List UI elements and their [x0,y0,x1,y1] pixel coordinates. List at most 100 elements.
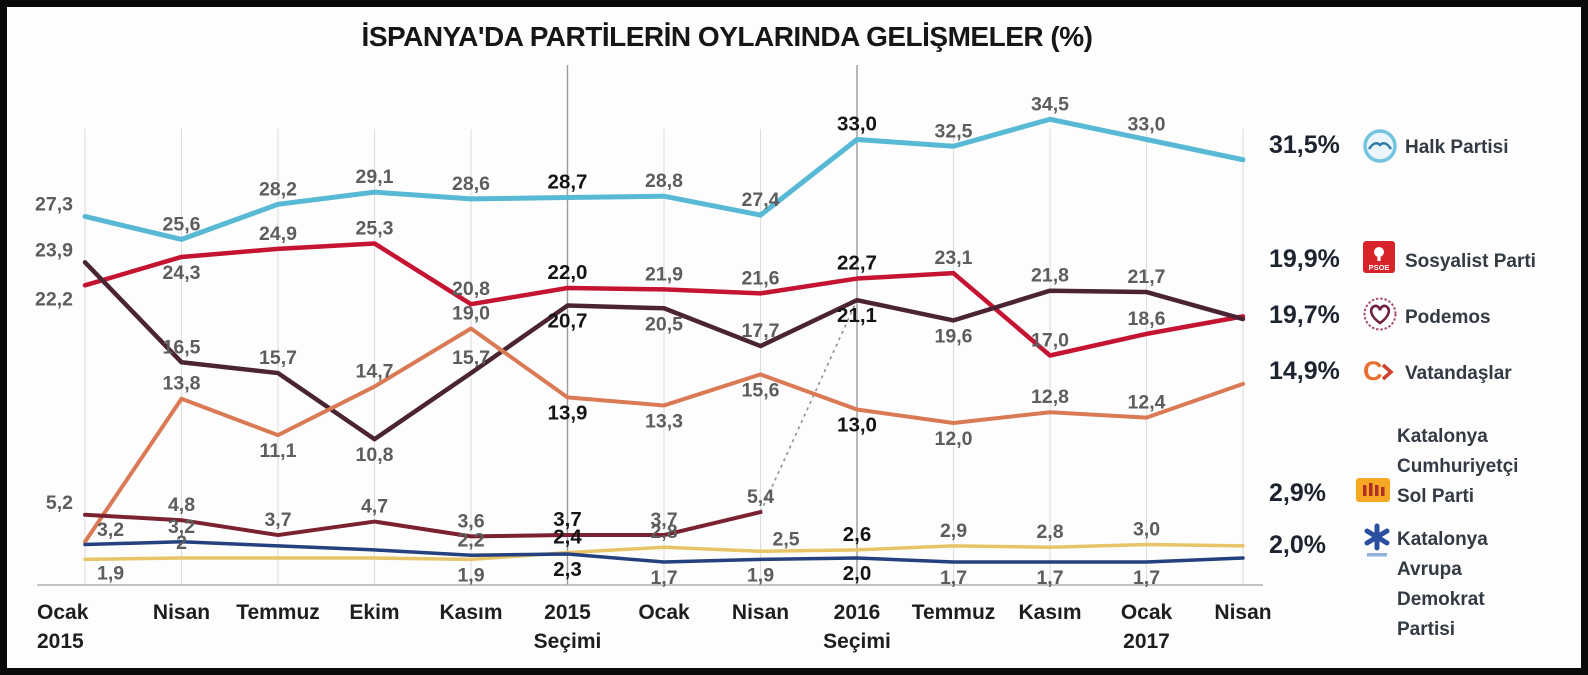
data-label-katalonya-cumhuriyetci-sol: 1,9 [97,562,124,584]
data-label-vatandaslar: 12,4 [1128,392,1166,414]
x-axis-label: Ocak [1121,601,1173,624]
data-label-sosyalist-parti: 17,0 [1031,330,1069,352]
legend-pct-katalonya-cumhuriyetci-sol: 2,9% [1269,479,1326,507]
x-axis-label: Nisan [153,601,210,624]
svg-text:C: C [1363,356,1383,386]
x-axis-label: Seçimi [534,630,602,653]
data-label-halk-partisi: 29,1 [356,166,394,188]
series-line-halk-partisi [82,116,1246,242]
x-axis-label: Ocak [37,601,89,624]
data-label-halk-partisi: 28,8 [645,170,683,192]
chart-canvas: 27,3 25,6 28,2 29,1 28,6 28,7 28,8 27,4 33,0 32,5… [35,65,1272,653]
data-label-podemos: 15,7 [452,347,490,369]
data-label-vatandaslar: 13,8 [163,373,201,395]
legend-name-halk-partisi: Halk Partisi [1405,137,1509,158]
data-label-halk-partisi: 28,7 [548,171,588,194]
data-label-podemos: 20,7 [548,310,588,333]
data-label-halk-partisi: 32,5 [935,120,973,142]
data-label-vatandaslar: 12,0 [935,428,973,450]
data-label-sosyalist-parti: 23,1 [935,247,973,269]
data-label-halk-partisi: 28,6 [452,173,490,195]
data-label-sosyalist-parti: 18,6 [1128,308,1166,330]
data-label-birlesik-sol: 5,2 [46,492,73,514]
series-line-podemos [82,260,1246,442]
x-axis-label: Ocak [638,601,690,624]
data-label-birlesik-sol: 5,4 [747,486,774,508]
data-label-halk-partisi: 34,5 [1031,93,1069,115]
x-axis-label: 2016 [834,601,881,624]
data-label-sosyalist-parti: 22,7 [837,252,877,275]
series-line-sosyalist-parti [82,241,1246,358]
data-label-birlesik-sol: 3,6 [457,510,484,532]
data-label-katalonya-avrupa-demokrat: 1,7 [940,567,967,589]
data-label-katalonya-cumhuriyetci-sol: 2 [176,532,187,554]
data-label-katalonya-cumhuriyetci-sol: 2,6 [843,523,872,546]
data-label-sosyalist-parti: 22,0 [548,261,588,284]
halk-partisi-icon [1361,127,1399,170]
data-label-katalonya-avrupa-demokrat: 2,3 [553,558,582,581]
x-axis-label: Ekim [349,601,399,624]
x-axis-label: Temmuz [236,601,320,624]
data-label-podemos: 16,5 [163,336,201,358]
data-label-vatandaslar: 11,1 [260,440,297,462]
data-label-halk-partisi: 33,0 [837,113,877,136]
data-label-birlesik-sol: 4,7 [361,496,388,518]
data-label-halk-partisi: 33,0 [1128,114,1166,136]
data-label-sosyalist-parti: 21,6 [742,267,780,289]
data-label-vatandaslar: 19,0 [452,303,490,325]
podemos-icon [1361,295,1399,338]
data-label-podemos: 10,8 [356,444,394,466]
data-label-katalonya-cumhuriyetci-sol: 2,5 [773,528,800,550]
series-line-katalonya-cumhuriyetci-sol [83,542,1245,562]
data-label-birlesik-sol: 3,7 [264,509,291,531]
data-label-katalonya-cumhuriyetci-sol: 3,0 [1133,519,1160,541]
data-label-birlesik-sol: 4,8 [168,494,195,516]
legend-pct-sosyalist-parti: 19,9% [1269,245,1340,273]
x-axis-label: Kasım [1018,601,1081,624]
data-label-podemos: 21,8 [1031,265,1069,287]
legend-name-sosyalist-parti: Sosyalist Parti [1405,251,1536,272]
data-label-podemos: 23,9 [35,239,73,261]
x-axis-label: Nisan [732,601,789,624]
data-label-katalonya-avrupa-demokrat: 1,7 [1133,567,1160,589]
data-label-birlesik-sol: 3,7 [650,509,677,531]
data-label-sosyalist-parti: 22,2 [35,288,73,310]
data-label-podemos: 20,5 [645,313,683,335]
data-label-podemos: 21,7 [1128,266,1166,288]
data-label-halk-partisi: 28,2 [259,178,297,200]
data-label-vatandaslar: 15,6 [742,379,780,401]
data-label-vatandaslar: 12,8 [1031,386,1069,408]
data-label-halk-partisi: 25,6 [163,213,201,235]
sol-parti-icon [1355,475,1391,510]
data-label-katalonya-cumhuriyetci-sol: 2,8 [1036,521,1063,543]
data-label-podemos: 15,7 [259,347,297,369]
x-axis-label: 2015 [544,601,591,624]
data-label-vatandaslar: 13,9 [548,401,588,424]
legend-name-katalonya-avrupa-demokrat: Katalonya Avrupa Demokrat Partisi [1397,529,1488,640]
legend-pct-halk-partisi: 31,5% [1269,131,1340,159]
legend-name-katalonya-cumhuriyetci-sol: Katalonya Cumhuriyetçi Sol Parti [1397,426,1519,507]
legend-name-vatandaslar: Vatandaşlar [1405,363,1512,384]
data-label-sosyalist-parti: 24,3 [163,262,201,284]
svg-text:PSOE: PSOE [1369,263,1390,272]
data-label-vatandaslar: 3,2 [97,519,124,541]
x-axis-label: Seçimi [823,630,891,653]
legend-pct-vatandaslar: 14,9% [1269,357,1340,385]
x-axis-label: Kasım [439,601,502,624]
data-label-halk-partisi: 27,4 [742,189,780,211]
data-label-katalonya-cumhuriyetci-sol: 2,8 [650,521,677,543]
legend-pct-katalonya-avrupa-demokrat: 2,0% [1269,531,1326,559]
sosyalist-parti-icon: PSOE [1361,239,1397,280]
series-line-birlesik-sol [83,510,763,539]
data-label-katalonya-cumhuriyetci-sol: 2,4 [553,526,582,549]
data-label-sosyalist-parti: 24,9 [259,223,297,245]
data-label-katalonya-avrupa-demokrat: 1,7 [650,567,677,589]
data-label-birlesik-sol: 3,7 [553,508,582,531]
data-label-sosyalist-parti: 25,3 [356,217,394,239]
data-label-sosyalist-parti: 20,8 [452,278,490,300]
data-label-podemos: 21,1 [837,304,877,327]
data-label-katalonya-avrupa-demokrat: 2,2 [457,529,484,551]
x-axis-label: 2015 [37,630,84,653]
data-label-vatandaslar: 14,7 [356,361,394,383]
